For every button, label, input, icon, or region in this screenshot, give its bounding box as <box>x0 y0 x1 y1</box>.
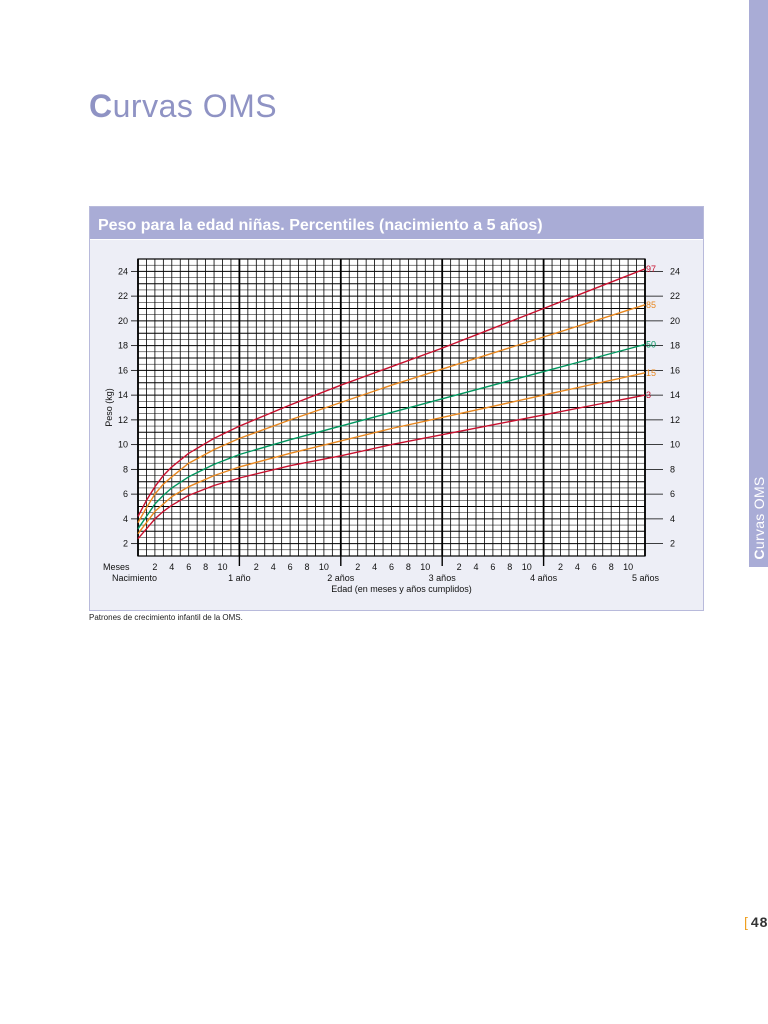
x-tick-label: 10 <box>623 562 633 572</box>
x-tick-label: 2 <box>558 562 563 572</box>
series-line-p15 <box>137 372 646 535</box>
y-tick-label-right: 24 <box>670 266 680 276</box>
x-tick-label: 10 <box>217 562 227 572</box>
x-tick-label: 2 <box>457 562 462 572</box>
x-year-label: 5 años <box>632 573 660 583</box>
x-tick-label: 8 <box>304 562 309 572</box>
series-label-p50: 50 <box>646 339 656 349</box>
side-tab-initial: C <box>751 548 767 560</box>
y-tick-label-left: 18 <box>118 341 128 351</box>
side-tab <box>749 0 768 567</box>
y-tick-label-left: 16 <box>118 365 128 375</box>
page-title-initial: C <box>89 88 113 124</box>
series-label-p3: 3 <box>646 390 651 400</box>
source-note: Patrones de crecimiento infantil de la O… <box>89 613 243 622</box>
x-year-label: 2 años <box>327 573 355 583</box>
side-tab-label: Curvas OMS <box>750 470 768 565</box>
y-tick-label-left: 10 <box>118 440 128 450</box>
chart-header: Peso para la edad niñas. Percentiles (na… <box>90 207 703 240</box>
y-tick-label-left: 22 <box>118 291 128 301</box>
series-line-p97 <box>137 268 646 517</box>
y-tick-label-right: 18 <box>670 341 680 351</box>
x-axis-label: Edad (en meses y años cumplidos) <box>331 584 472 594</box>
x-tick-label: 4 <box>169 562 174 572</box>
x-tick-label: 8 <box>203 562 208 572</box>
y-tick-label-right: 20 <box>670 316 680 326</box>
series-label-p15: 15 <box>646 368 656 378</box>
chart-panel: Peso para la edad niñas. Percentiles (na… <box>89 206 704 611</box>
y-tick-label-right: 12 <box>670 415 680 425</box>
series-line-p85 <box>137 304 646 523</box>
series-label-p85: 85 <box>646 300 656 310</box>
y-tick-label-left: 4 <box>123 514 128 524</box>
series-line-p3 <box>137 394 646 540</box>
side-tab-text: Curvas OMS <box>751 476 767 559</box>
grid-lines <box>137 258 646 557</box>
x-tick-label: 8 <box>507 562 512 572</box>
x-tick-label: 10 <box>420 562 430 572</box>
y-tick-label-left: 2 <box>123 539 128 549</box>
y-tick-label-right: 16 <box>670 365 680 375</box>
x-tick-label: 4 <box>271 562 276 572</box>
y-tick-label-right: 10 <box>670 440 680 450</box>
plot-border <box>137 258 646 557</box>
page-number-value: 48 <box>750 914 768 930</box>
page-number-bracket: [ <box>744 914 749 930</box>
y-tick-label-left: 24 <box>118 266 128 276</box>
x-tick-label: 8 <box>406 562 411 572</box>
y-tick-label-left: 20 <box>118 316 128 326</box>
x-tick-label: 6 <box>389 562 394 572</box>
x-axis-prefix: Meses <box>103 562 130 572</box>
series-line-p50 <box>137 343 646 530</box>
x-tick-label: 6 <box>490 562 495 572</box>
y-tick-label-right: 22 <box>670 291 680 301</box>
y-tick-label-right: 6 <box>670 489 675 499</box>
y-tick-label-left: 14 <box>118 390 128 400</box>
y-tick-label-right: 8 <box>670 464 675 474</box>
x-tick-label: 6 <box>186 562 191 572</box>
x-tick-label: 8 <box>609 562 614 572</box>
y-tick-label-right: 4 <box>670 514 675 524</box>
x-tick-label: 10 <box>522 562 532 572</box>
x-year-label: 4 años <box>530 573 558 583</box>
series-label-p97: 97 <box>646 264 656 274</box>
y-tick-label-left: 6 <box>123 489 128 499</box>
x-tick-label: 2 <box>152 562 157 572</box>
page-number: [48 <box>744 914 768 930</box>
x-tick-label: 2 <box>254 562 259 572</box>
x-year-label: 1 año <box>228 573 251 583</box>
x-tick-label: 6 <box>288 562 293 572</box>
x-year-label: Nacimiento <box>112 573 157 583</box>
x-tick-label: 4 <box>372 562 377 572</box>
y-tick-label-left: 8 <box>123 464 128 474</box>
y-axis-label: Peso (kg) <box>104 388 114 427</box>
x-tick-label: 6 <box>592 562 597 572</box>
x-tick-label: 10 <box>319 562 329 572</box>
x-year-label: 3 años <box>429 573 457 583</box>
x-tick-label: 2 <box>355 562 360 572</box>
x-tick-label: 4 <box>473 562 478 572</box>
x-tick-label: 4 <box>575 562 580 572</box>
y-tick-label-left: 12 <box>118 415 128 425</box>
side-tab-rest: urvas OMS <box>751 475 767 549</box>
y-tick-label-right: 14 <box>670 390 680 400</box>
page-title: Curvas OMS <box>89 88 277 125</box>
y-tick-label-right: 2 <box>670 539 675 549</box>
page-title-rest: urvas OMS <box>112 88 278 124</box>
chart-title: Peso para la edad niñas. Percentiles (na… <box>98 217 543 234</box>
